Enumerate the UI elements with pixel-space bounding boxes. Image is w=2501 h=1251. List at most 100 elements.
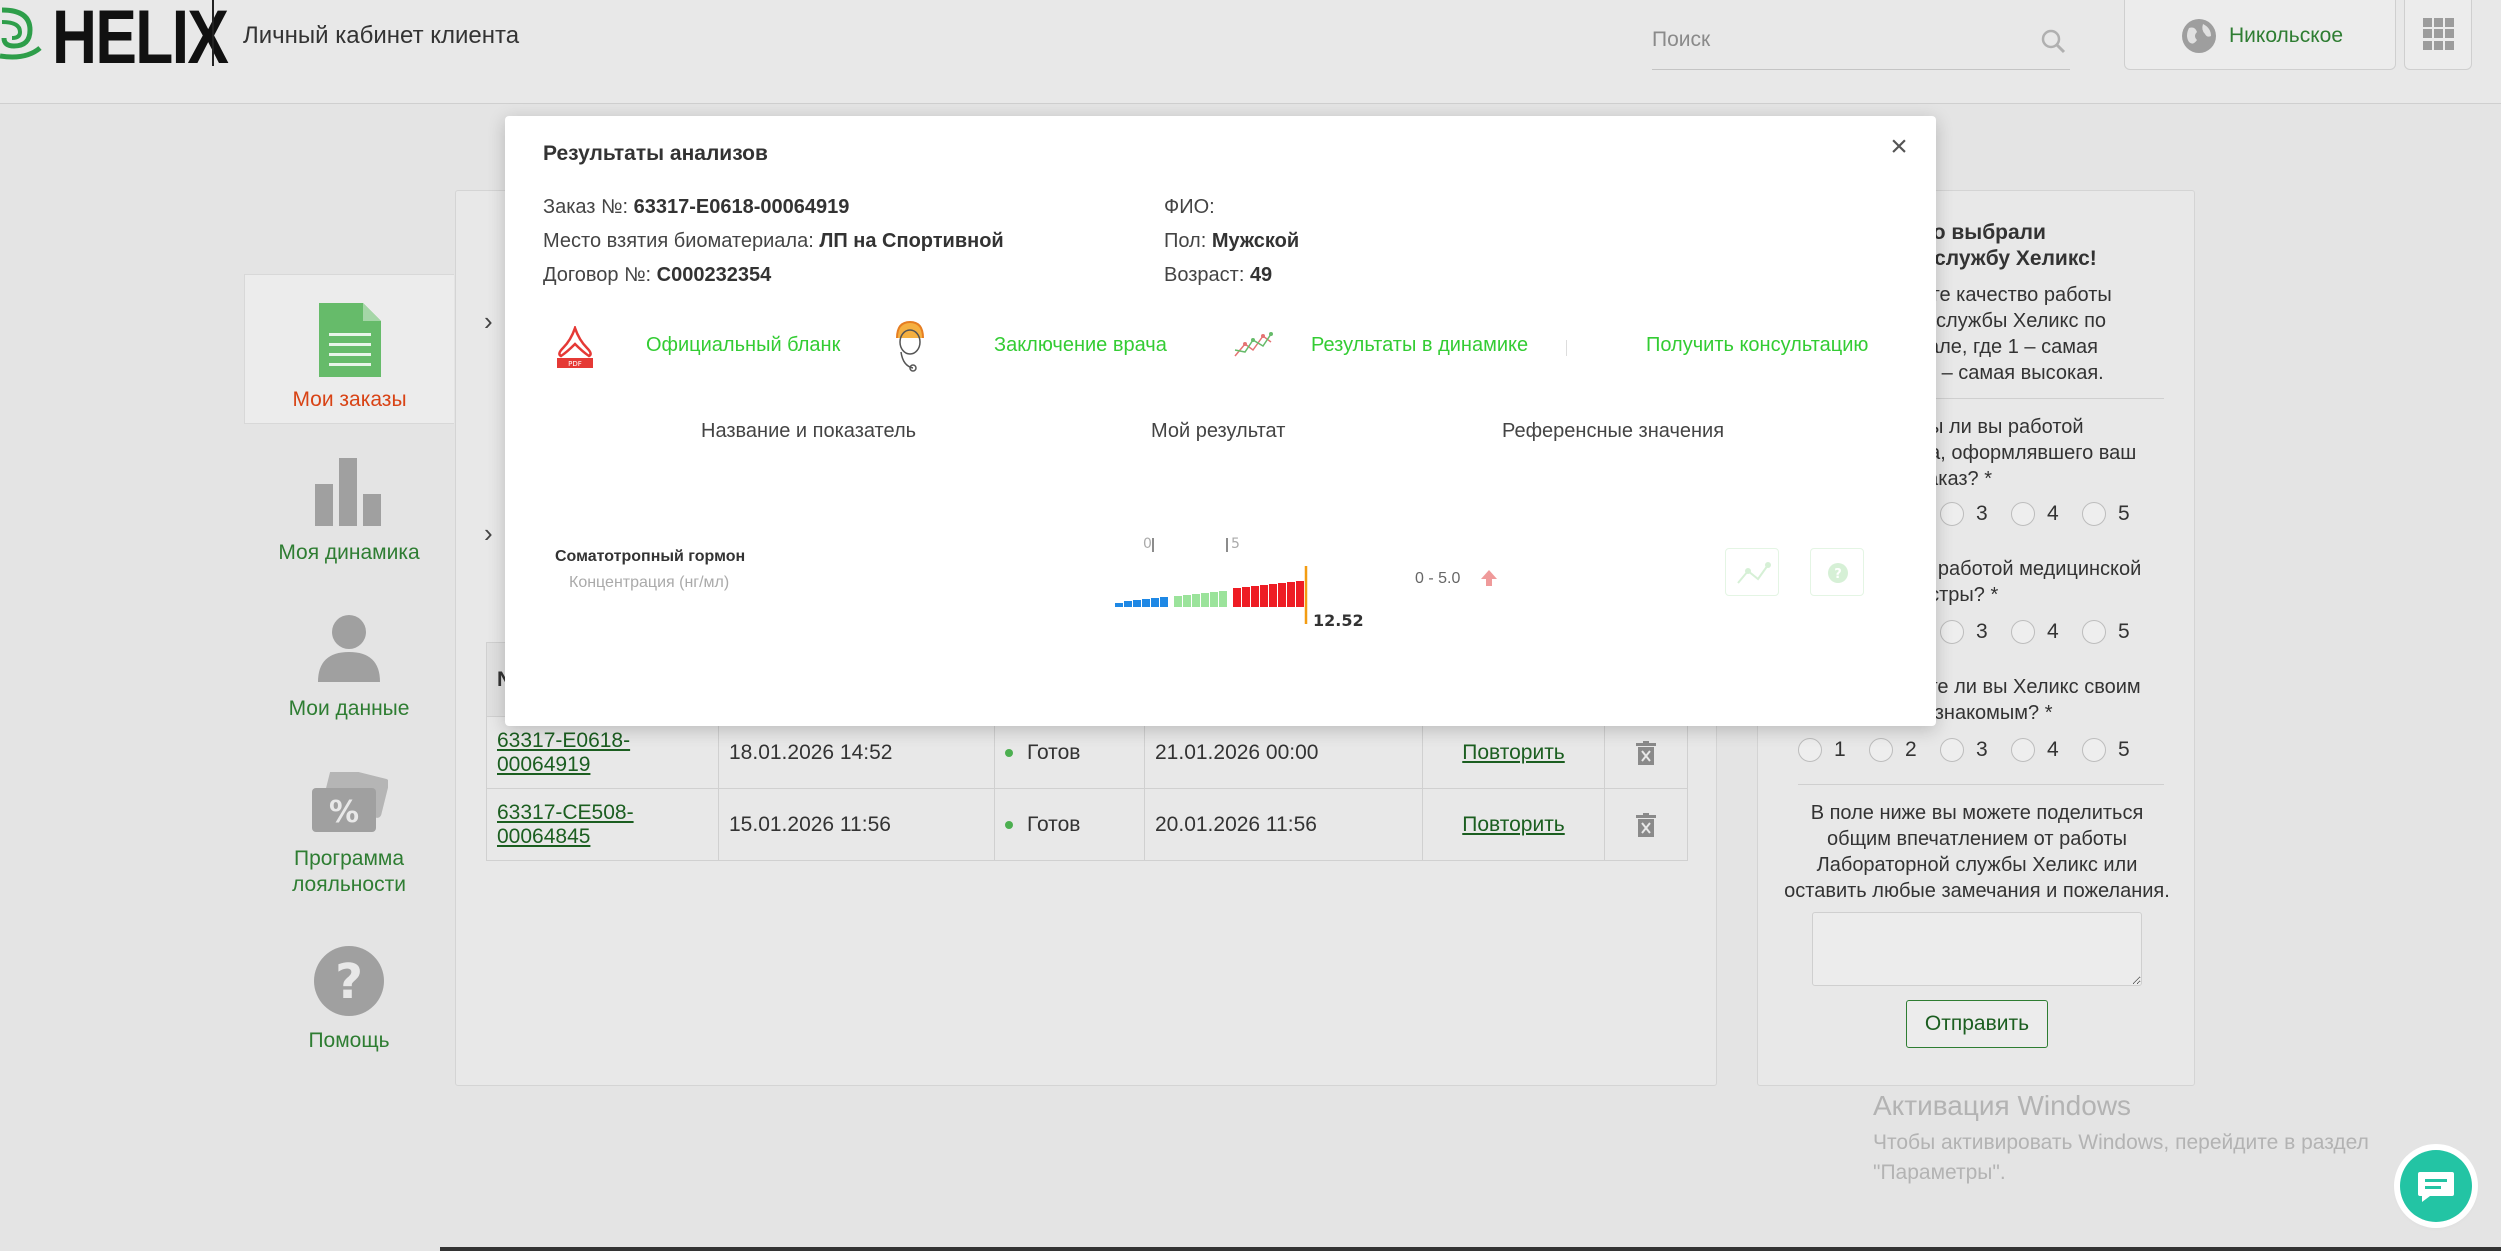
svg-text:PDF: PDF [568,360,582,368]
close-icon[interactable]: × [1890,130,1908,163]
logo-divider [212,0,214,66]
svg-text:%: % [329,795,359,830]
rating-row-q2: 3 4 5 [1940,620,2153,644]
radio-button[interactable] [2082,502,2106,526]
location-label: Никольское [2229,24,2344,47]
table-row: 63317-E0618-00064919 18.01.2026 14:52 Го… [486,716,1688,789]
radio-button[interactable] [2082,738,2106,762]
dynamics-chart-icon[interactable] [1233,330,1273,360]
reference-range: 0 - 5.0 [1415,570,1461,587]
helix-swirl-icon [0,7,42,60]
nav-label-dynamics: Моя динамика [278,541,420,564]
survey-divider [1798,784,2164,785]
nav-item-dynamics[interactable]: Моя динамика [244,458,454,568]
nav-label-loyalty: Программа [293,847,405,870]
sex-info: Пол: Мужской [1164,230,1300,252]
test-unit: Концентрация (нг/мл) [569,574,730,591]
survey-divider [1798,398,2164,399]
nav-label-my-data: Мои данные [288,697,410,720]
radio-button[interactable] [2011,502,2035,526]
doctor-conclusion-link[interactable]: Заключение врача [994,334,1167,356]
search-box [1652,18,2070,70]
radio-button[interactable] [1798,738,1822,762]
nav-label-help: Помощь [308,1029,390,1052]
trash-icon[interactable] [1636,740,1656,765]
order-number-link[interactable]: 63317-CE508-00064845 [497,800,634,848]
order-ready-date: 21.01.2026 00:00 [1144,716,1423,789]
taskbar-edge [440,1247,2501,1251]
rating-option[interactable]: 4 [2011,502,2082,526]
order-created: 15.01.2026 11:56 [718,788,995,861]
column-header-result: Мой результат [1151,420,1286,442]
dynamics-chart-icon [1737,562,1771,584]
nav-item-my-data[interactable]: Мои данные [244,614,454,724]
helix-logo[interactable]: HELIX [0,0,229,80]
globe-icon [2182,19,2216,53]
rating-option[interactable]: 5 [2082,738,2153,762]
survey-question-1: ны ли вы работой ра, оформлявшего ваш за… [1918,416,2137,490]
radio-button[interactable] [2011,738,2035,762]
results-modal: Результаты анализов × Заказ №: 63317-E06… [505,116,1936,726]
question-icon: ? [314,946,384,1016]
rating-option[interactable]: 3 [1940,502,2011,526]
discount-card-icon: % [312,772,388,832]
order-number-link[interactable]: 63317-E0618-00064919 [497,728,631,776]
official-form-link[interactable]: Официальный бланк [646,334,841,356]
repeat-order-link[interactable]: Повторить [1462,812,1565,836]
consultation-link[interactable]: Получить консультацию [1646,334,1869,356]
location-selector[interactable]: Никольское [2124,0,2396,70]
nav-item-help[interactable]: ? Помощь [244,946,454,1056]
column-header-name: Название и показатель [701,420,917,442]
rating-option[interactable]: 1 [1798,738,1869,762]
rating-row-q3: 1 2 3 4 5 [1798,738,2153,762]
order-status: Готов [1027,740,1081,764]
radio-button[interactable] [1940,502,1964,526]
table-row: 63317-CE508-00064845 15.01.2026 11:56 Го… [486,788,1688,861]
contract-info: Договор №: C000232354 [543,264,772,286]
action-separator [1566,340,1567,356]
nav-item-loyalty[interactable]: % Программа лояльности [244,772,454,902]
order-number-info: Заказ №: 63317-E0618-00064919 [543,196,850,218]
radio-button[interactable] [2082,620,2106,644]
nav-item-orders[interactable]: Мои заказы [244,274,454,424]
test-dynamics-button[interactable] [1725,548,1779,596]
order-ready-date: 20.01.2026 11:56 [1144,788,1423,861]
search-icon[interactable] [2040,28,2066,54]
page-title: Личный кабинет клиента [243,22,520,49]
scale-min-label: 0 [1143,536,1152,552]
repeat-order-link[interactable]: Повторить [1462,740,1565,764]
rating-option[interactable]: 2 [1869,738,1940,762]
arrow-up-icon [1481,570,1497,586]
doctor-icon[interactable] [893,320,927,372]
trash-icon[interactable] [1636,812,1656,837]
nav-label-orders: Мои заказы [292,388,407,411]
age-info: Возраст: 49 [1164,264,1273,286]
order-status: Готов [1027,812,1081,836]
document-icon [318,303,381,377]
user-icon [318,615,380,682]
submit-button[interactable]: Отправить [1906,1000,2048,1048]
radio-button[interactable] [2011,620,2035,644]
rating-option[interactable]: 4 [2011,620,2082,644]
chat-button[interactable] [2400,1150,2472,1222]
radio-button[interactable] [1940,620,1964,644]
chevron-right-icon[interactable]: › [484,518,493,548]
rating-option[interactable]: 5 [2082,620,2153,644]
dynamics-link[interactable]: Результаты в динамике [1311,334,1529,356]
radio-button[interactable] [1869,738,1893,762]
rating-option[interactable]: 3 [1940,620,2011,644]
apps-menu-button[interactable] [2404,0,2472,70]
chevron-right-icon[interactable]: › [484,306,493,336]
fio-info: ФИО: [1164,196,1215,218]
rating-option[interactable]: 3 [1940,738,2011,762]
search-input[interactable] [1652,20,2012,60]
radio-button[interactable] [1940,738,1964,762]
rating-option[interactable]: 4 [2011,738,2082,762]
rating-option[interactable]: 5 [2082,502,2153,526]
survey-intro: цените качество работы рной службы Хелик… [1886,284,2112,384]
svg-text:?: ? [1834,567,1842,582]
pdf-icon[interactable]: PDF [555,326,595,370]
survey-comment-field[interactable] [1812,912,2142,986]
result-value: 12.52 [1313,611,1364,630]
test-help-button[interactable]: ? [1810,548,1864,596]
